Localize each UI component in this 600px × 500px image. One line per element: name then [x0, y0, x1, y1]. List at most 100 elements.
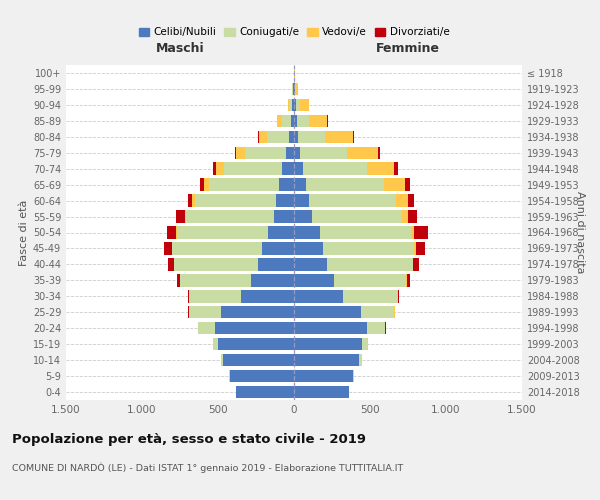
Bar	[362, 338, 368, 350]
Bar	[408, 210, 417, 223]
Bar	[325, 130, 353, 143]
Bar	[294, 274, 334, 286]
Bar	[297, 114, 309, 127]
Bar	[214, 338, 218, 350]
Bar	[320, 226, 411, 238]
Bar	[294, 322, 367, 334]
Bar	[353, 130, 354, 143]
Bar	[347, 146, 377, 159]
Bar	[294, 226, 320, 238]
Bar	[176, 274, 179, 286]
Legend: Celibi/Nubili, Coniugati/e, Vedovi/e, Divorziati/e: Celibi/Nubili, Coniugati/e, Vedovi/e, Di…	[134, 24, 454, 42]
Bar	[221, 354, 223, 366]
Y-axis label: Anni di nascita: Anni di nascita	[575, 191, 585, 274]
Bar	[294, 98, 296, 111]
Bar	[294, 242, 323, 254]
Bar	[186, 210, 274, 223]
Bar	[218, 338, 294, 350]
Bar	[295, 82, 296, 95]
Bar	[367, 322, 385, 334]
Bar	[176, 210, 185, 223]
Bar	[294, 178, 306, 191]
Bar	[396, 194, 408, 207]
Bar	[174, 258, 257, 270]
Bar	[294, 306, 361, 318]
Bar	[188, 290, 189, 302]
Bar	[383, 178, 405, 191]
Bar	[289, 130, 294, 143]
Bar	[328, 258, 413, 270]
Bar	[294, 194, 309, 207]
Bar	[274, 210, 294, 223]
Bar	[414, 226, 428, 238]
Bar	[258, 130, 259, 143]
Bar	[195, 194, 276, 207]
Bar	[224, 162, 282, 175]
Bar	[353, 370, 354, 382]
Bar	[215, 322, 294, 334]
Bar	[359, 354, 362, 366]
Bar	[294, 386, 349, 398]
Bar	[282, 114, 291, 127]
Text: COMUNE DI NARDÒ (LE) - Dati ISTAT 1° gennaio 2019 - Elaborazione TUTTITALIA.IT: COMUNE DI NARDÒ (LE) - Dati ISTAT 1° gen…	[12, 462, 403, 473]
Bar	[408, 194, 414, 207]
Bar	[309, 194, 396, 207]
Bar	[257, 258, 294, 270]
Bar	[343, 290, 397, 302]
Bar	[241, 290, 294, 302]
Bar	[312, 210, 402, 223]
Bar	[245, 146, 286, 159]
Bar	[300, 146, 347, 159]
Bar	[296, 82, 298, 95]
Bar	[214, 162, 217, 175]
Bar	[251, 274, 294, 286]
Bar	[217, 162, 224, 175]
Bar	[292, 98, 294, 111]
Bar	[266, 130, 289, 143]
Bar	[221, 306, 294, 318]
Bar	[294, 290, 343, 302]
Bar	[367, 162, 394, 175]
Bar	[294, 130, 298, 143]
Bar	[286, 146, 294, 159]
Bar	[198, 322, 215, 334]
Bar	[294, 210, 312, 223]
Bar	[188, 306, 189, 318]
Bar	[188, 194, 192, 207]
Bar	[177, 226, 268, 238]
Bar	[294, 162, 303, 175]
Bar	[414, 242, 416, 254]
Bar	[407, 274, 410, 286]
Bar	[277, 114, 282, 127]
Bar	[303, 162, 367, 175]
Bar	[413, 258, 419, 270]
Bar	[189, 290, 241, 302]
Bar	[323, 242, 414, 254]
Bar	[334, 274, 406, 286]
Bar	[296, 98, 300, 111]
Bar	[164, 242, 172, 254]
Bar	[411, 226, 414, 238]
Bar	[176, 226, 177, 238]
Bar	[405, 178, 410, 191]
Y-axis label: Fasce di età: Fasce di età	[19, 200, 29, 266]
Bar	[259, 130, 266, 143]
Bar	[398, 290, 399, 302]
Bar	[294, 370, 353, 382]
Bar	[230, 370, 294, 382]
Bar	[236, 146, 245, 159]
Bar	[294, 338, 362, 350]
Text: Popolazione per età, sesso e stato civile - 2019: Popolazione per età, sesso e stato civil…	[12, 432, 366, 446]
Bar	[189, 306, 221, 318]
Bar	[289, 98, 292, 111]
Bar	[168, 258, 173, 270]
Bar	[262, 242, 294, 254]
Bar	[309, 114, 327, 127]
Bar	[279, 178, 294, 191]
Bar	[268, 226, 294, 238]
Bar	[276, 194, 294, 207]
Bar	[361, 306, 394, 318]
Bar	[288, 98, 289, 111]
Bar	[235, 146, 236, 159]
Bar	[200, 178, 203, 191]
